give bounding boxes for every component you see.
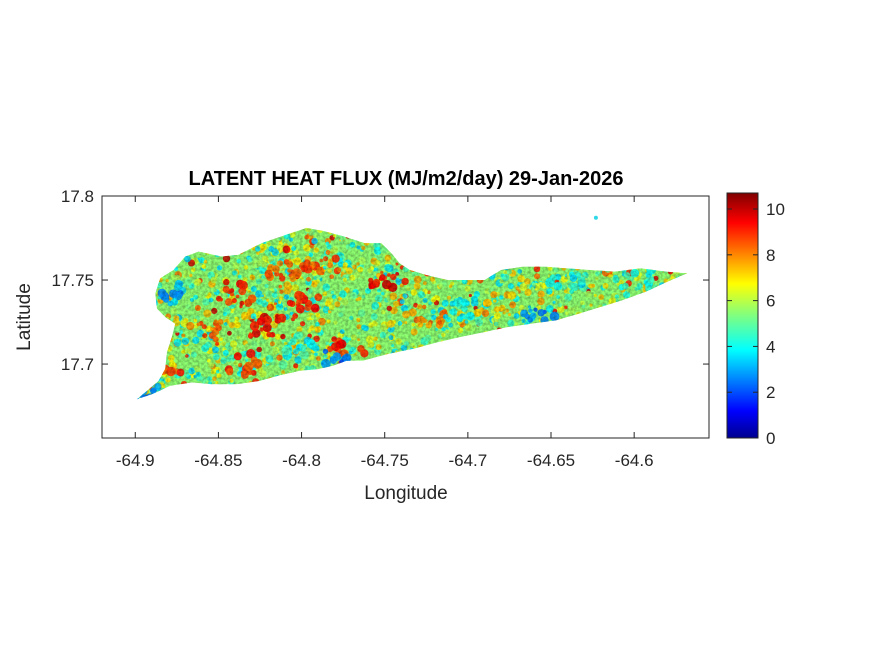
colorbar-tick-label: 10: [766, 200, 785, 219]
y-axis-label: Latitude: [14, 283, 35, 351]
y-tick-label: 17.7: [61, 355, 94, 374]
colorbar-gradient: [727, 193, 758, 438]
colorbar: 0 2 4 6 8 10: [726, 192, 785, 448]
colorbar-tick-label: 0: [766, 429, 775, 448]
chart-title: LATENT HEAT FLUX (MJ/m2/day) 29-Jan-2026: [189, 168, 624, 190]
y-tick-label: 17.8: [61, 187, 94, 206]
colorbar-tick-label: 6: [766, 292, 775, 311]
small-islet: [593, 215, 598, 220]
colorbar-frame: [726, 192, 759, 439]
x-tick-label: -64.8: [282, 451, 321, 470]
colorbar-tick-label: 8: [766, 246, 775, 265]
x-axis: -64.9 -64.85 -64.8 -64.75 -64.7 -64.65 -64.6: [116, 196, 654, 470]
x-tick-label: -64.75: [361, 451, 409, 470]
x-tick-label: -64.85: [194, 451, 242, 470]
x-tick-label: -64.7: [448, 451, 487, 470]
y-tick-label: 17.75: [51, 271, 94, 290]
y-axis: 17.7 17.75 17.8: [51, 187, 709, 374]
map-plot-area: [101, 195, 710, 439]
colorbar-ticks: 0 2 4 6 8 10: [727, 200, 785, 448]
x-tick-label: -64.9: [116, 451, 155, 470]
colorbar-tick-label: 4: [766, 337, 775, 356]
colorbar-tick-label: 2: [766, 383, 775, 402]
x-tick-label: -64.6: [615, 451, 654, 470]
x-tick-label: -64.65: [527, 451, 575, 470]
plot-frame: [101, 195, 710, 439]
x-axis-label: Longitude: [364, 483, 447, 504]
